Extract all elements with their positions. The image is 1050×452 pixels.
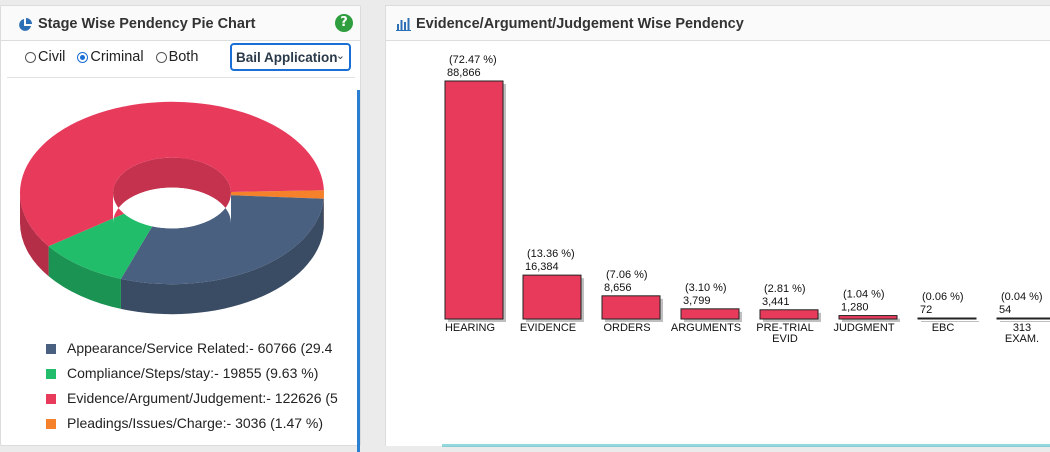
stage-pie-header: Stage Wise Pendency Pie Chart ?	[1, 6, 360, 41]
bar-value-label: 8,656	[604, 282, 632, 294]
civil-radio[interactable]: Civil	[25, 49, 65, 65]
bar-value-label: 3,441	[762, 296, 790, 308]
legend-label: Evidence/Argument/Judgement:- 122626 (5	[67, 390, 338, 406]
criminal-radio-circle[interactable]	[77, 52, 88, 63]
bar-category-label: EXAM.	[1005, 333, 1039, 345]
bar-category-label: EVIDENCE	[520, 322, 576, 334]
bar-arguments[interactable]	[681, 309, 739, 319]
bar-percent-label: (3.10 %)	[685, 282, 727, 294]
bar-percent-label: (0.04 %)	[1001, 291, 1043, 303]
chevron-down-icon: ⌄	[336, 49, 345, 62]
bar-percent-label: (7.06 %)	[606, 269, 648, 281]
bar-ebc[interactable]	[918, 318, 976, 319]
legend-swatch	[46, 344, 56, 354]
pendency-bar-chart: (72.47 %)88,866 HEARING (13.36 %)16,384 EVI…	[386, 40, 1050, 370]
bar-pre-trial-evid[interactable]	[760, 310, 818, 319]
bar-percent-label: (72.47 %)	[449, 54, 497, 66]
bar-category-label: EVID	[772, 333, 798, 345]
bar-chart-icon	[396, 18, 411, 31]
bar-value-label: 3,799	[683, 295, 711, 307]
legend-item[interactable]: Evidence/Argument/Judgement:- 122626 (5	[46, 390, 348, 406]
bar-value-label: 72	[920, 304, 932, 316]
pendency-bar-title: Evidence/Argument/Judgement Wise Pendenc…	[416, 16, 744, 32]
both-radio-circle[interactable]	[156, 52, 167, 63]
stage-pie-panel: Stage Wise Pendency Pie Chart ? Civil Cr…	[0, 5, 361, 446]
pie-chart	[7, 78, 355, 338]
legend-item[interactable]: Appearance/Service Related:- 60766 (29.4	[46, 340, 348, 356]
bar-value-label: 88,866	[447, 67, 481, 79]
bar-category-label: ARGUMENTS	[671, 322, 741, 334]
bar-judgment[interactable]	[839, 316, 897, 319]
bar-category-label: HEARING	[445, 322, 495, 334]
pendency-bar-panel: Evidence/Argument/Judgement Wise Pendenc…	[385, 5, 1050, 446]
bar-percent-label: (1.04 %)	[843, 289, 885, 301]
case-category-radio-group: Civil Criminal Both	[25, 46, 210, 68]
both-radio-label: Both	[169, 49, 199, 65]
case-type-select[interactable]: Bail Application ⌄	[230, 43, 351, 71]
case-type-select-value: Bail Application	[236, 50, 338, 65]
pie-chart-area: Appearance/Service Related:- 60766 (29.4…	[7, 77, 355, 448]
bar-category-label: JUDGMENT	[833, 322, 894, 334]
pendency-bar-header: Evidence/Argument/Judgement Wise Pendenc…	[386, 6, 1050, 41]
bar-hearing[interactable]	[445, 81, 503, 319]
bar-313-exam[interactable]	[997, 318, 1050, 319]
both-radio[interactable]: Both	[156, 49, 199, 65]
criminal-radio[interactable]: Criminal	[77, 49, 143, 65]
bar-percent-label: (2.81 %)	[764, 283, 806, 295]
civil-radio-label: Civil	[38, 49, 65, 65]
legend-swatch	[46, 419, 56, 429]
bar-orders[interactable]	[602, 296, 660, 319]
legend-label: Compliance/Steps/stay:- 19855 (9.63 %)	[67, 365, 318, 381]
bar-value-label: 1,280	[841, 302, 869, 314]
bar-percent-label: (13.36 %)	[527, 248, 575, 260]
bar-value-label: 54	[999, 304, 1011, 316]
civil-radio-circle[interactable]	[25, 52, 36, 63]
legend-swatch	[46, 394, 56, 404]
legend-label: Pleadings/Issues/Charge:- 3036 (1.47 %)	[67, 415, 323, 431]
bar-percent-label: (0.06 %)	[922, 291, 964, 303]
bar-category-label: EBC	[932, 322, 955, 334]
bar-evidence[interactable]	[523, 275, 581, 319]
legend-item[interactable]: Pleadings/Issues/Charge:- 3036 (1.47 %)	[46, 415, 348, 431]
bar-category-label: ORDERS	[603, 322, 650, 334]
pie-scrollbar[interactable]	[357, 90, 360, 452]
criminal-radio-label: Criminal	[90, 49, 143, 65]
stage-pie-title: Stage Wise Pendency Pie Chart	[38, 16, 255, 32]
legend-label: Appearance/Service Related:- 60766 (29.4	[67, 340, 332, 356]
legend-swatch	[46, 369, 56, 379]
pie-chart-icon	[18, 18, 32, 32]
help-icon[interactable]: ?	[335, 14, 353, 32]
bar-value-label: 16,384	[525, 261, 559, 273]
legend-item[interactable]: Compliance/Steps/stay:- 19855 (9.63 %)	[46, 365, 348, 381]
